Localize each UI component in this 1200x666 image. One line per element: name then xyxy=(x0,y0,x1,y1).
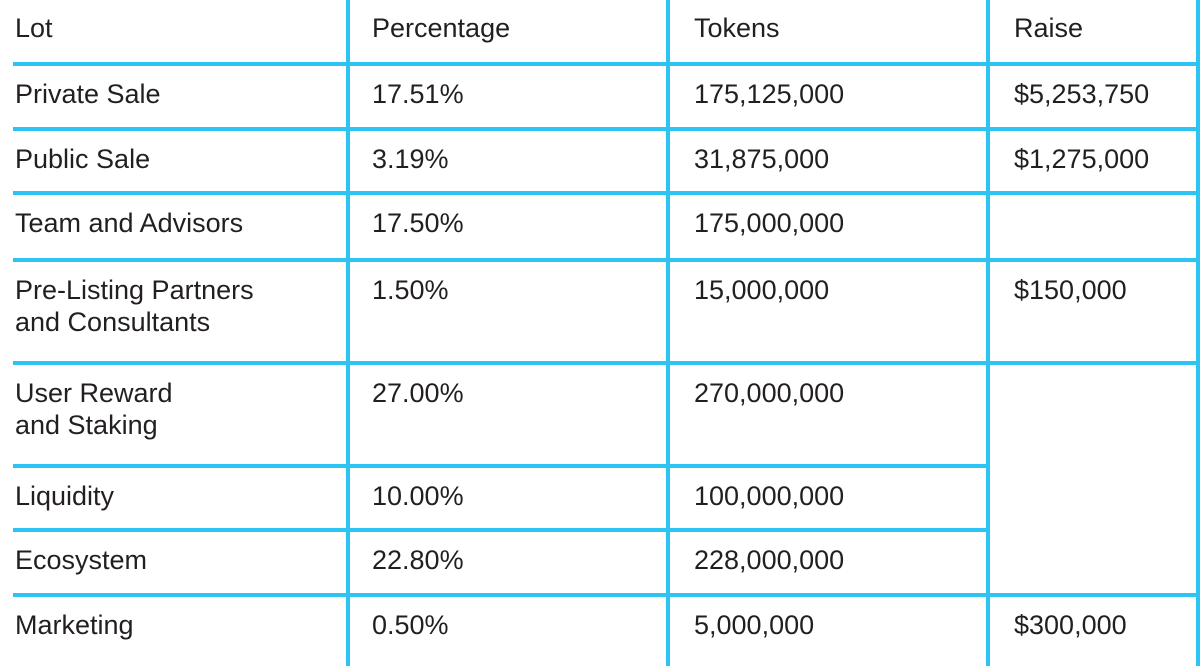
private-sale-tokens-cell: 175,125,000 xyxy=(670,66,990,131)
user-reward-tokens-cell: 270,000,000 xyxy=(670,365,990,468)
user-reward-percentage-cell: 27.00% xyxy=(350,365,670,468)
column-header-lot: Lot xyxy=(13,0,350,66)
liquidity-lot-cell: Liquidity xyxy=(13,468,350,532)
column-header-raise: Raise xyxy=(990,0,1200,66)
public-sale-lot-cell: Public Sale xyxy=(13,131,350,195)
ecosystem-percentage-cell: 22.80% xyxy=(350,532,670,597)
public-sale-raise-cell: $1,275,000 xyxy=(990,131,1200,195)
private-sale-raise-cell: $5,253,750 xyxy=(990,66,1200,131)
public-sale-percentage-cell: 3.19% xyxy=(350,131,670,195)
liquidity-percentage-cell: 10.00% xyxy=(350,468,670,532)
token-allocation-table: Lot Percentage Tokens Raise Private Sale… xyxy=(13,0,1200,666)
merged-raise-cell-empty xyxy=(990,365,1200,597)
marketing-percentage-cell: 0.50% xyxy=(350,597,670,666)
user-reward-lot-cell: User Reward and Staking xyxy=(13,365,350,468)
marketing-tokens-cell: 5,000,000 xyxy=(670,597,990,666)
ecosystem-tokens-cell: 228,000,000 xyxy=(670,532,990,597)
pre-listing-percentage-cell: 1.50% xyxy=(350,262,670,365)
pre-listing-lot-cell: Pre-Listing Partners and Consultants xyxy=(13,262,350,365)
ecosystem-lot-cell: Ecosystem xyxy=(13,532,350,597)
column-header-percentage: Percentage xyxy=(350,0,670,66)
private-sale-lot-cell: Private Sale xyxy=(13,66,350,131)
team-advisors-lot-cell: Team and Advisors xyxy=(13,195,350,262)
column-header-tokens: Tokens xyxy=(670,0,990,66)
public-sale-tokens-cell: 31,875,000 xyxy=(670,131,990,195)
pre-listing-raise-cell: $150,000 xyxy=(990,262,1200,365)
liquidity-tokens-cell: 100,000,000 xyxy=(670,468,990,532)
pre-listing-tokens-cell: 15,000,000 xyxy=(670,262,990,365)
team-advisors-raise-cell-empty xyxy=(990,195,1200,262)
marketing-raise-cell: $300,000 xyxy=(990,597,1200,666)
private-sale-percentage-cell: 17.51% xyxy=(350,66,670,131)
marketing-lot-cell: Marketing xyxy=(13,597,350,666)
team-advisors-tokens-cell: 175,000,000 xyxy=(670,195,990,262)
team-advisors-percentage-cell: 17.50% xyxy=(350,195,670,262)
